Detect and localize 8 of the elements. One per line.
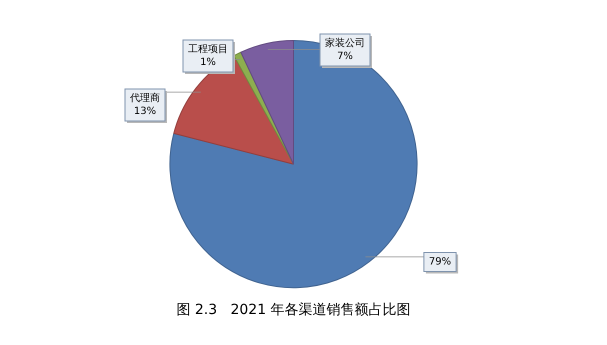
slice-label: 工程项目 — [188, 44, 228, 56]
slice-label: 家装公司 — [325, 37, 365, 50]
data-label: 79% — [428, 256, 452, 268]
data-label: 7% — [337, 51, 353, 62]
slice-label: 代理商 — [129, 92, 160, 104]
data-label: 1% — [200, 57, 216, 68]
data-label: 13% — [134, 106, 156, 118]
text: 图 2.3 2021 年各渠道销售额占比图 — [176, 302, 411, 318]
